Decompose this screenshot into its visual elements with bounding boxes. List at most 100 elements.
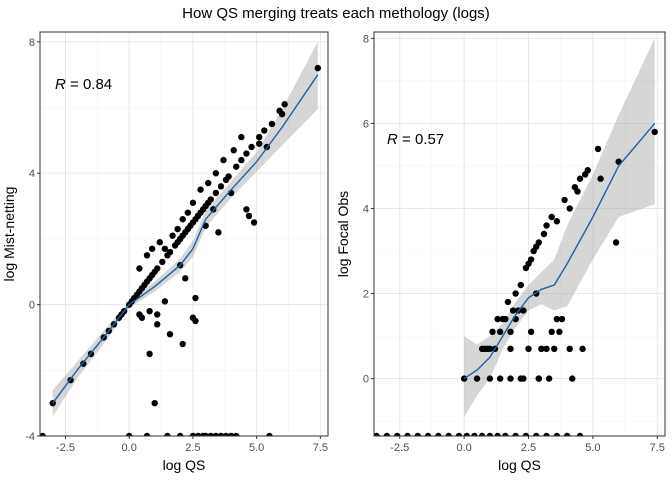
panel-mist-netting: -2.5 0.0 2.5 5.0 7.5 -4 0 4 8 log QS log Mist-nett… bbox=[1, 31, 329, 473]
y-tick-label: 8 bbox=[363, 33, 369, 45]
data-point bbox=[463, 432, 470, 436]
data-point bbox=[138, 314, 146, 321]
data-point bbox=[154, 265, 161, 272]
data-point bbox=[445, 432, 452, 436]
data-point bbox=[192, 317, 199, 325]
x-tick-label: -2.5 bbox=[56, 442, 75, 454]
panel-border bbox=[39, 31, 329, 437]
data-point bbox=[245, 212, 253, 220]
data-point bbox=[164, 432, 171, 436]
data-point bbox=[576, 175, 584, 182]
data-point bbox=[243, 206, 250, 213]
data-point bbox=[558, 315, 566, 323]
y-tick-label: 0 bbox=[363, 374, 369, 386]
data-point bbox=[189, 199, 197, 206]
x-tick-label: 0.0 bbox=[456, 442, 471, 454]
data-point bbox=[569, 375, 576, 382]
panel-border bbox=[373, 31, 666, 437]
x-tick-label: 7.5 bbox=[313, 442, 328, 454]
data-point bbox=[566, 345, 573, 353]
data-point bbox=[151, 399, 158, 407]
plot-title: How QS merging treats each methology (lo… bbox=[182, 5, 490, 22]
data-point bbox=[533, 432, 540, 436]
data-point bbox=[189, 432, 197, 436]
data-point bbox=[222, 432, 230, 436]
data-point bbox=[486, 345, 494, 353]
data-point bbox=[651, 128, 658, 136]
data-point bbox=[126, 432, 133, 436]
data-point bbox=[543, 345, 550, 353]
correlation-value: = 0.84 bbox=[66, 76, 112, 93]
data-point bbox=[471, 432, 478, 436]
data-point bbox=[238, 156, 245, 164]
data-point bbox=[489, 328, 496, 336]
y-tick-label: 4 bbox=[29, 168, 35, 180]
data-point bbox=[566, 205, 573, 212]
x-tick-label: 5.0 bbox=[249, 442, 264, 454]
panel-background bbox=[374, 32, 665, 436]
data-point bbox=[494, 315, 501, 323]
data-point bbox=[504, 298, 512, 306]
data-point bbox=[220, 156, 227, 164]
data-point bbox=[543, 432, 550, 436]
panel-content bbox=[374, 32, 665, 436]
x-tick-label: 5.0 bbox=[585, 442, 600, 454]
data-point bbox=[507, 345, 514, 353]
data-point bbox=[579, 345, 586, 353]
data-point bbox=[553, 432, 561, 436]
data-point bbox=[207, 432, 214, 436]
data-point bbox=[159, 258, 166, 266]
data-point bbox=[169, 232, 176, 239]
data-point bbox=[268, 120, 276, 128]
data-point bbox=[435, 432, 442, 436]
y-tick-label: -4 bbox=[25, 431, 35, 443]
panel-content bbox=[40, 32, 328, 436]
data-point bbox=[179, 340, 186, 348]
data-point bbox=[238, 133, 245, 141]
data-point bbox=[494, 432, 501, 436]
data-point bbox=[194, 432, 202, 436]
data-point bbox=[217, 183, 225, 190]
data-point bbox=[215, 229, 222, 236]
data-point bbox=[512, 432, 519, 436]
data-point bbox=[261, 127, 268, 134]
data-point bbox=[556, 328, 563, 336]
data-point bbox=[233, 163, 240, 170]
data-point bbox=[197, 186, 204, 193]
data-point bbox=[166, 248, 174, 256]
data-point bbox=[527, 256, 535, 263]
data-point bbox=[212, 170, 220, 177]
data-point bbox=[255, 133, 263, 141]
y-axis-title: log Focal Obs bbox=[335, 191, 351, 277]
x-axis-title: log QS bbox=[498, 457, 541, 473]
data-point bbox=[278, 110, 286, 118]
data-point bbox=[205, 179, 212, 187]
data-point bbox=[553, 218, 561, 225]
data-point bbox=[535, 375, 543, 382]
data-point bbox=[525, 345, 532, 353]
data-point bbox=[255, 140, 263, 147]
x-tick-label: 2.5 bbox=[521, 442, 536, 454]
data-point bbox=[154, 311, 161, 318]
data-point bbox=[478, 432, 486, 436]
data-point bbox=[136, 265, 143, 272]
data-point bbox=[548, 328, 555, 336]
data-point bbox=[584, 167, 591, 174]
data-point bbox=[455, 432, 463, 436]
data-point bbox=[179, 216, 186, 223]
data-point bbox=[212, 189, 220, 197]
data-point bbox=[553, 315, 561, 323]
data-point bbox=[393, 432, 401, 436]
data-point bbox=[161, 245, 169, 252]
data-point bbox=[540, 230, 548, 238]
data-point bbox=[594, 145, 602, 153]
y-tick-label: 4 bbox=[363, 203, 369, 215]
correlation-symbol: R bbox=[55, 76, 66, 93]
data-point bbox=[414, 432, 421, 436]
x-tick-label: 7.5 bbox=[650, 442, 665, 454]
data-point bbox=[538, 345, 545, 353]
data-point bbox=[166, 330, 174, 338]
data-point bbox=[496, 375, 504, 382]
data-point bbox=[551, 345, 558, 353]
